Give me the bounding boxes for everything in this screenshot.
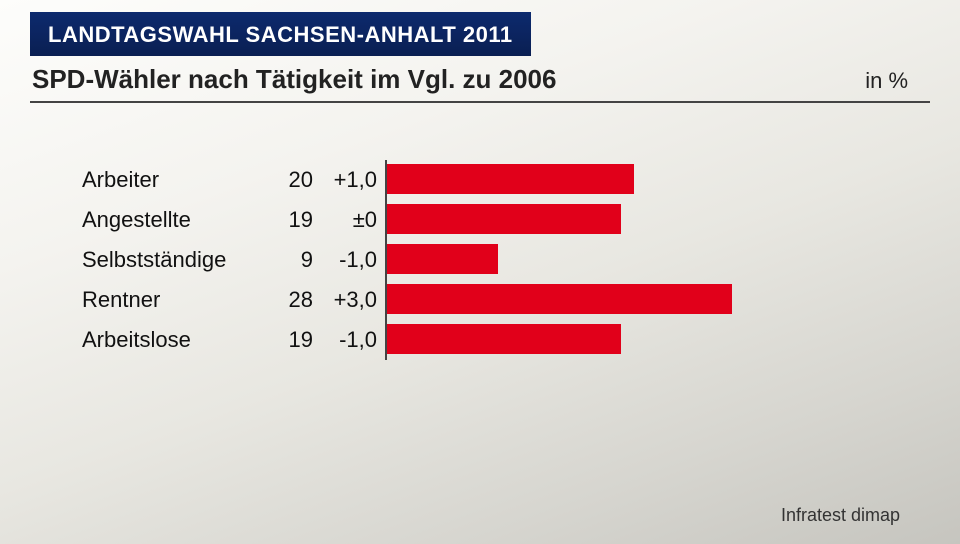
header: LANDTAGSWAHL SACHSEN-ANHALT 2011 SPD-Wäh… xyxy=(30,12,930,103)
bar-track xyxy=(385,200,880,240)
row-label: Angestellte xyxy=(80,207,260,233)
bar-fill xyxy=(387,164,634,194)
chart-subtitle: SPD-Wähler nach Tätigkeit im Vgl. zu 200… xyxy=(32,64,556,95)
subtitle-bar: SPD-Wähler nach Tätigkeit im Vgl. zu 200… xyxy=(30,60,930,103)
chart-row: Angestellte 19 ±0 xyxy=(80,200,880,240)
row-label: Arbeitslose xyxy=(80,327,260,353)
chart-row: Selbstständige 9 -1,0 xyxy=(80,240,880,280)
chart-row: Arbeiter 20 +1,0 xyxy=(80,160,880,200)
row-value: 9 xyxy=(260,247,315,273)
bar-fill xyxy=(387,324,621,354)
source-label: Infratest dimap xyxy=(781,505,900,526)
row-value: 28 xyxy=(260,287,315,313)
bar-fill xyxy=(387,284,732,314)
row-change: -1,0 xyxy=(315,247,385,273)
row-label: Selbstständige xyxy=(80,247,260,273)
row-change: ±0 xyxy=(315,207,385,233)
row-label: Rentner xyxy=(80,287,260,313)
bar-track xyxy=(385,240,880,280)
bar-fill xyxy=(387,204,621,234)
row-value: 20 xyxy=(260,167,315,193)
chart-area: Arbeiter 20 +1,0 Angestellte 19 ±0 Selbs… xyxy=(80,160,880,360)
election-banner: LANDTAGSWAHL SACHSEN-ANHALT 2011 xyxy=(30,12,531,56)
row-change: +1,0 xyxy=(315,167,385,193)
unit-label: in % xyxy=(865,68,928,94)
row-change: +3,0 xyxy=(315,287,385,313)
bar-fill xyxy=(387,244,498,274)
bar-track xyxy=(385,280,880,320)
bar-track xyxy=(385,160,880,200)
chart-row: Rentner 28 +3,0 xyxy=(80,280,880,320)
bar-track xyxy=(385,320,880,360)
chart-row: Arbeitslose 19 -1,0 xyxy=(80,320,880,360)
row-change: -1,0 xyxy=(315,327,385,353)
row-value: 19 xyxy=(260,207,315,233)
row-value: 19 xyxy=(260,327,315,353)
row-label: Arbeiter xyxy=(80,167,260,193)
